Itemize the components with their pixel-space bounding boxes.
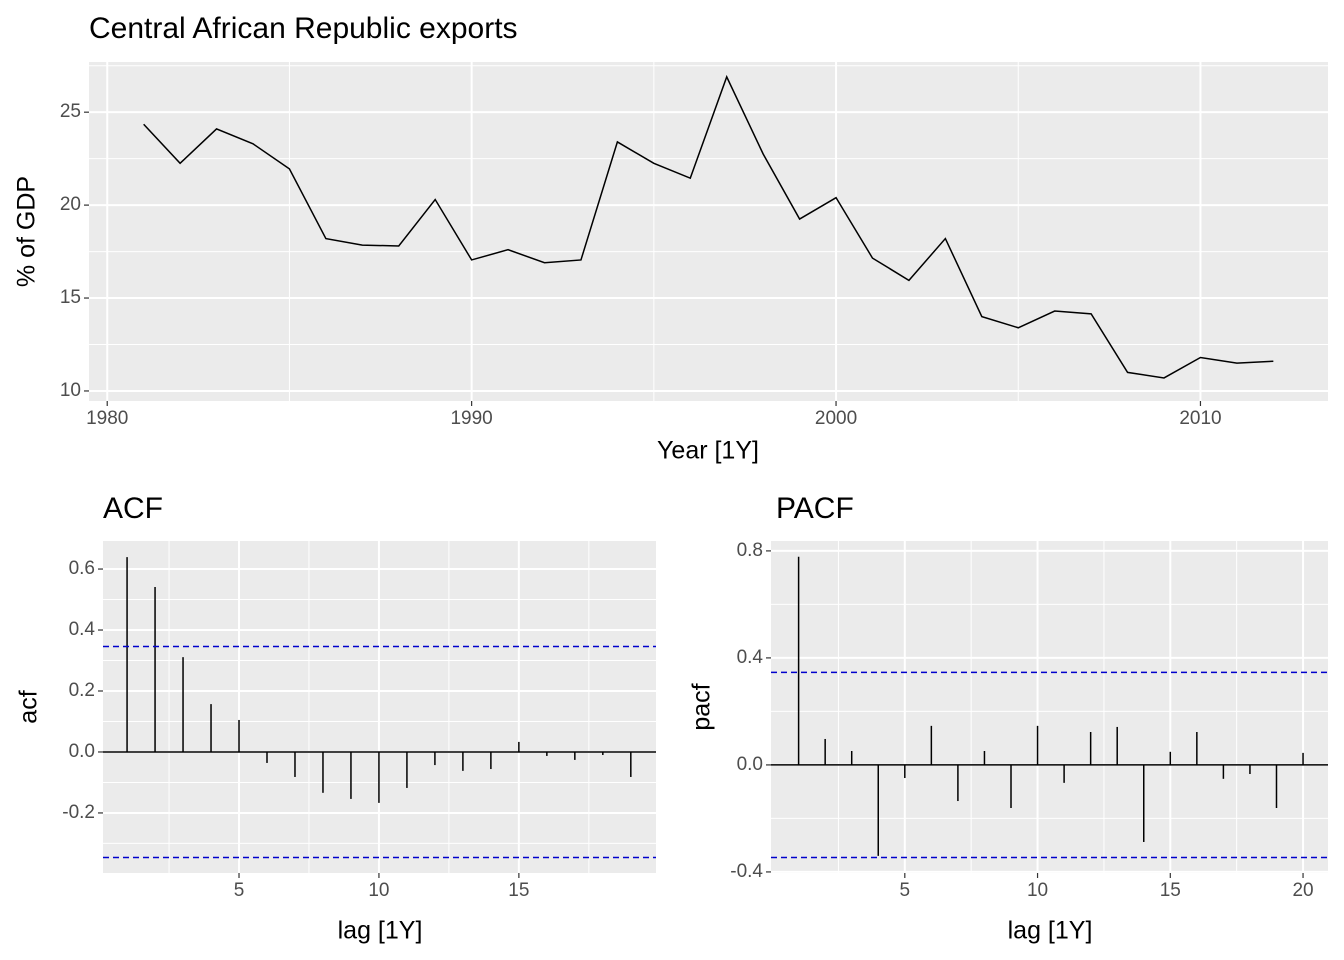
x-tick-label: 5 bbox=[234, 880, 245, 901]
x-tick-label: 15 bbox=[1160, 880, 1181, 901]
x-tick-label: 10 bbox=[368, 880, 389, 901]
y-tick-label: 20 bbox=[60, 194, 81, 215]
chart-title: ACF bbox=[103, 492, 163, 525]
chart-title: PACF bbox=[776, 492, 854, 525]
x-axis-title: Year [1Y] bbox=[657, 437, 759, 465]
y-tick-label: -0.2 bbox=[62, 802, 95, 823]
data-line bbox=[143, 74, 1274, 379]
y-tick-label: 0.2 bbox=[69, 680, 95, 701]
y-axis-title: pacf bbox=[688, 683, 716, 730]
y-tick-label: 25 bbox=[60, 101, 81, 122]
chart-title: Central African Republic exports bbox=[89, 12, 518, 45]
panel-background bbox=[771, 541, 1328, 873]
y-tick-label: 0.4 bbox=[69, 619, 96, 640]
x-tick-label: 1980 bbox=[86, 408, 128, 429]
x-tick-label: 10 bbox=[1027, 880, 1048, 901]
y-tick-label: 0.4 bbox=[737, 647, 764, 668]
x-tick-label: 5 bbox=[900, 880, 911, 901]
x-tick-label: 1990 bbox=[450, 408, 492, 429]
x-tick-label: 20 bbox=[1292, 880, 1313, 901]
y-axis-title: % of GDP bbox=[13, 176, 41, 287]
x-tick-label: 2000 bbox=[815, 408, 857, 429]
y-tick-label: 15 bbox=[60, 287, 81, 308]
y-tick-label: 0.8 bbox=[737, 540, 763, 561]
y-tick-label: 0.0 bbox=[737, 754, 763, 775]
y-tick-label: -0.4 bbox=[730, 861, 763, 882]
x-axis-title: lag [1Y] bbox=[1008, 917, 1093, 945]
x-tick-label: 15 bbox=[508, 880, 529, 901]
x-axis-title: lag [1Y] bbox=[338, 917, 423, 945]
y-tick-label: 0.0 bbox=[69, 741, 95, 762]
y-axis-title: acf bbox=[15, 690, 43, 723]
y-tick-label: 10 bbox=[60, 380, 81, 401]
y-tick-label: 0.6 bbox=[69, 558, 95, 579]
x-tick-label: 2010 bbox=[1179, 408, 1221, 429]
